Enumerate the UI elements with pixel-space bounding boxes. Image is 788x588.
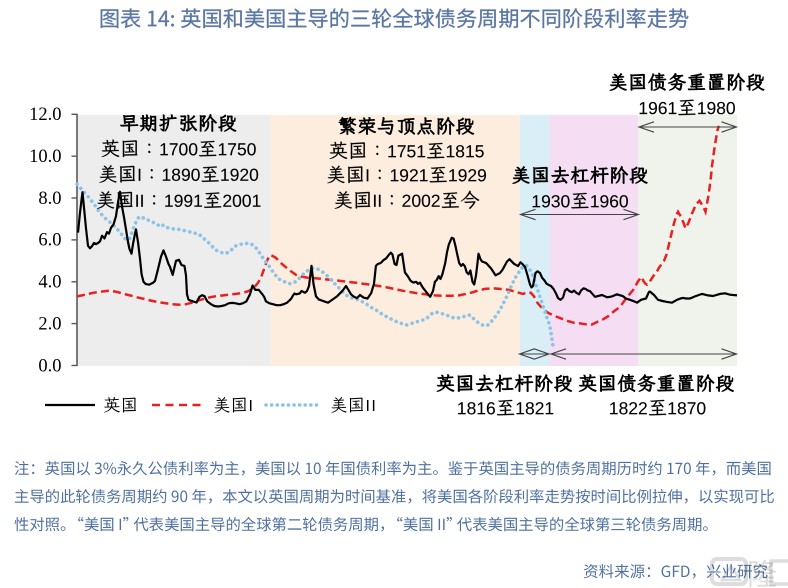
svg-text:4.0: 4.0 — [38, 273, 61, 293]
svg-text:8.0: 8.0 — [38, 189, 61, 209]
svg-text:6.0: 6.0 — [38, 231, 61, 251]
svg-text:0.0: 0.0 — [38, 356, 61, 376]
svg-text:12.0: 12.0 — [29, 105, 61, 125]
svg-text:2.0: 2.0 — [38, 314, 61, 334]
svg-text:10.0: 10.0 — [29, 147, 61, 167]
